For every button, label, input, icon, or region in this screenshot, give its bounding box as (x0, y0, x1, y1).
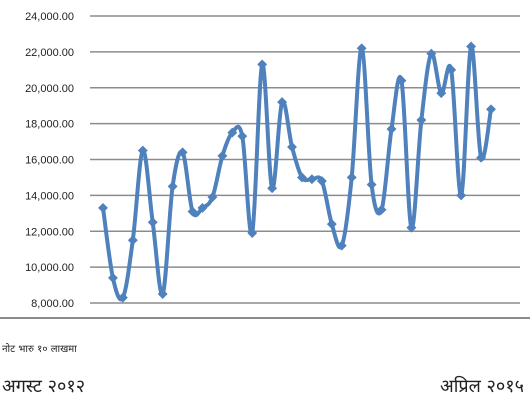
data-point (127, 235, 138, 246)
data-point (237, 131, 248, 142)
data-point (297, 172, 307, 183)
data-point (376, 204, 387, 215)
unit-note: नोट भारु १० लाखमा (2, 344, 77, 355)
data-point (326, 219, 337, 230)
series-path (101, 44, 493, 302)
data-point (406, 222, 417, 233)
y-tick-label: 10,000.00 (25, 262, 74, 274)
data-point (157, 289, 168, 299)
series-line (98, 41, 496, 303)
data-point (476, 152, 487, 163)
y-axis-ticks: 24,000.00 22,000.00 20,000.00 18,000.00 16,0… (25, 11, 74, 310)
data-point (267, 183, 278, 194)
data-point (197, 202, 208, 213)
data-point (466, 41, 477, 52)
line-chart: 24,000.00 22,000.00 20,000.00 18,000.00 16,0… (0, 11, 530, 319)
data-point (137, 145, 148, 156)
data-point (187, 206, 198, 217)
data-point (456, 190, 467, 201)
data-point (287, 141, 297, 152)
data-point (147, 217, 158, 228)
y-tick-label: 18,000.00 (25, 119, 74, 131)
period-end-label: अप्रिल २०१५ (439, 376, 524, 397)
gridlines (0, 15, 530, 319)
y-tick-label: 16,000.00 (25, 155, 74, 167)
y-tick-label: 14,000.00 (25, 190, 74, 202)
data-point (336, 240, 347, 251)
data-point (217, 150, 228, 161)
y-tick-label: 24,000.00 (25, 11, 74, 23)
data-point (316, 176, 327, 186)
data-point (257, 59, 268, 70)
data-point (98, 202, 108, 213)
data-point (227, 127, 238, 138)
y-tick-label: 20,000.00 (25, 83, 74, 95)
data-point (177, 147, 188, 158)
data-point (366, 179, 377, 190)
y-tick-label: 22,000.00 (25, 47, 74, 59)
data-point (167, 181, 178, 192)
period-start-label: अगस्ट २०१२ (2, 376, 86, 397)
y-tick-label: 8,000.00 (31, 298, 74, 310)
data-point (107, 272, 118, 283)
data-point (207, 192, 218, 203)
data-point (486, 104, 496, 115)
y-tick-label: 12,000.00 (25, 226, 74, 238)
data-point (306, 174, 317, 185)
data-point (386, 124, 397, 134)
data-point (346, 172, 357, 183)
data-point (247, 228, 258, 238)
